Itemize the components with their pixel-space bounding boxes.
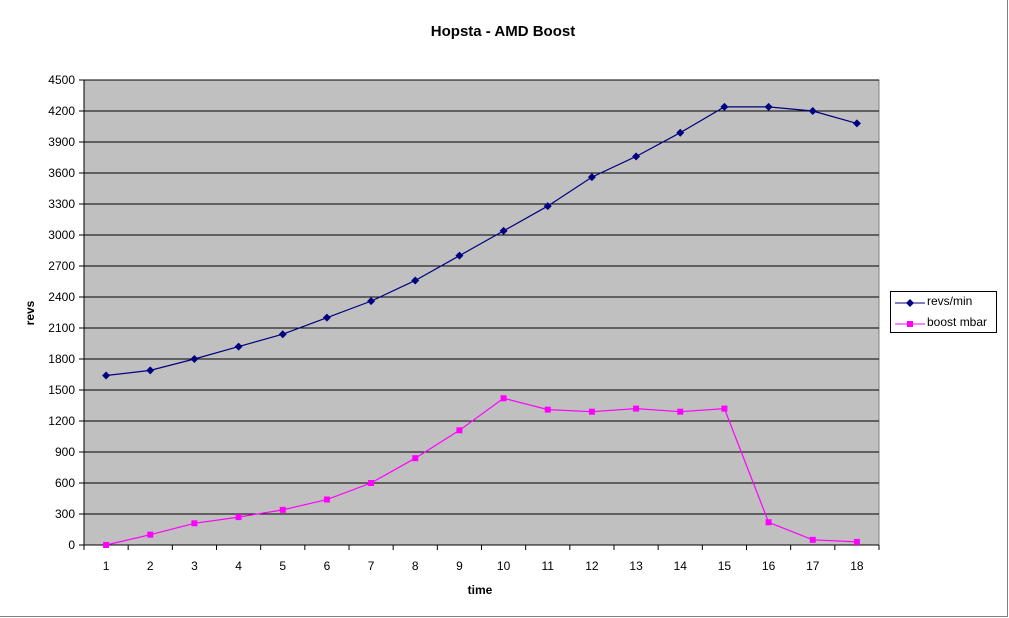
- data-point: [456, 427, 463, 434]
- data-point: [234, 342, 243, 351]
- data-point: [852, 119, 861, 128]
- data-point: [147, 531, 154, 538]
- data-point: [676, 128, 685, 137]
- data-point: [279, 506, 286, 513]
- data-point: [455, 251, 464, 260]
- x-tick-label: 14: [674, 559, 688, 573]
- x-tick-label: 5: [279, 559, 286, 573]
- x-tick-label: 13: [629, 559, 643, 573]
- x-tick-labels: 1 2 3 4 5 6 7 8 9 10 11 12 13 14 15 16 17 18: [103, 559, 864, 573]
- y-tick-label: 2400: [48, 290, 75, 304]
- legend: revs/min boost mbar: [890, 291, 997, 333]
- legend-label-revs: revs/min: [927, 294, 973, 308]
- x-tick-label: 16: [762, 559, 776, 573]
- y-tick-label: 1800: [48, 352, 75, 366]
- data-point: [677, 408, 684, 415]
- axes: [79, 79, 880, 550]
- y-tick-label: 600: [55, 476, 75, 490]
- data-point: [322, 313, 331, 322]
- data-point: [368, 480, 375, 486]
- x-tick-label: 17: [806, 559, 820, 573]
- diamond-marker-icon: [895, 299, 925, 307]
- series-revs-min: [102, 102, 861, 380]
- data-point: [146, 366, 155, 375]
- y-tick-label: 3300: [48, 197, 75, 211]
- x-tick-label: 18: [850, 559, 864, 573]
- y-tick-label: 3900: [48, 135, 75, 149]
- data-point: [808, 107, 817, 115]
- series-lines: [102, 102, 861, 548]
- y-tick-label: 0: [68, 538, 75, 552]
- x-tick-label: 2: [147, 559, 154, 573]
- x-tick-label: 15: [718, 559, 732, 573]
- data-point: [411, 276, 420, 285]
- legend-item-boost: boost mbar: [891, 314, 997, 332]
- y-tick-label: 2700: [48, 259, 75, 273]
- y-tick-label: 1200: [48, 414, 75, 428]
- x-tick-label: 8: [412, 559, 419, 573]
- y-tick-label: 4500: [48, 73, 75, 87]
- data-point: [721, 405, 728, 412]
- data-point: [235, 514, 242, 521]
- data-point: [588, 408, 595, 415]
- data-point: [191, 520, 198, 527]
- data-point: [103, 542, 110, 548]
- data-point: [278, 330, 287, 339]
- data-point: [587, 173, 596, 182]
- y-tick-label: 3000: [48, 228, 75, 242]
- chart-title: Hopsta - AMD Boost: [431, 23, 575, 40]
- data-point: [412, 455, 419, 462]
- data-point: [765, 519, 772, 526]
- x-tick-label: 10: [497, 559, 511, 573]
- series-boost-mbar: [103, 395, 860, 548]
- data-point: [720, 102, 729, 111]
- x-tick-label: 3: [191, 559, 198, 573]
- data-point: [764, 102, 773, 111]
- data-point: [102, 371, 111, 380]
- data-point: [500, 395, 507, 402]
- x-tick-label: 11: [542, 559, 555, 573]
- y-tick-label: 3600: [48, 166, 75, 180]
- y-tick-label: 2100: [48, 321, 75, 335]
- y-tick-label: 900: [55, 445, 75, 459]
- square-marker-icon: [895, 321, 925, 327]
- legend-label-boost: boost mbar: [927, 315, 988, 329]
- y-axis-label: revs: [23, 300, 37, 325]
- y-tick-label: 300: [55, 507, 75, 521]
- data-point: [544, 406, 551, 413]
- data-point: [633, 405, 640, 412]
- x-tick-label: 7: [368, 559, 375, 573]
- x-tick-label: 9: [456, 559, 463, 573]
- plot-area: [83, 79, 880, 546]
- data-point: [543, 202, 552, 211]
- legend-item-revs: revs/min: [891, 293, 997, 311]
- x-tick-label: 1: [103, 559, 110, 573]
- data-point: [367, 297, 376, 306]
- y-tick-label: 1500: [48, 383, 75, 397]
- data-point: [809, 536, 816, 543]
- x-axis-label: time: [468, 583, 493, 597]
- y-tick-labels: 0 300 600 900 1200 1500 1800 2100 2400 2700 3000 33…: [48, 73, 75, 552]
- x-tick-label: 4: [235, 559, 242, 573]
- data-point: [853, 538, 860, 545]
- x-tick-label: 6: [324, 559, 331, 573]
- gridlines: [84, 79, 879, 515]
- x-tick-label: 12: [585, 559, 599, 573]
- data-point: [499, 226, 508, 235]
- y-tick-label: 4200: [48, 104, 75, 118]
- series-line: [106, 106, 858, 377]
- data-point: [323, 496, 330, 503]
- data-point: [632, 152, 641, 161]
- data-point: [190, 355, 199, 363]
- series-line: [105, 397, 857, 546]
